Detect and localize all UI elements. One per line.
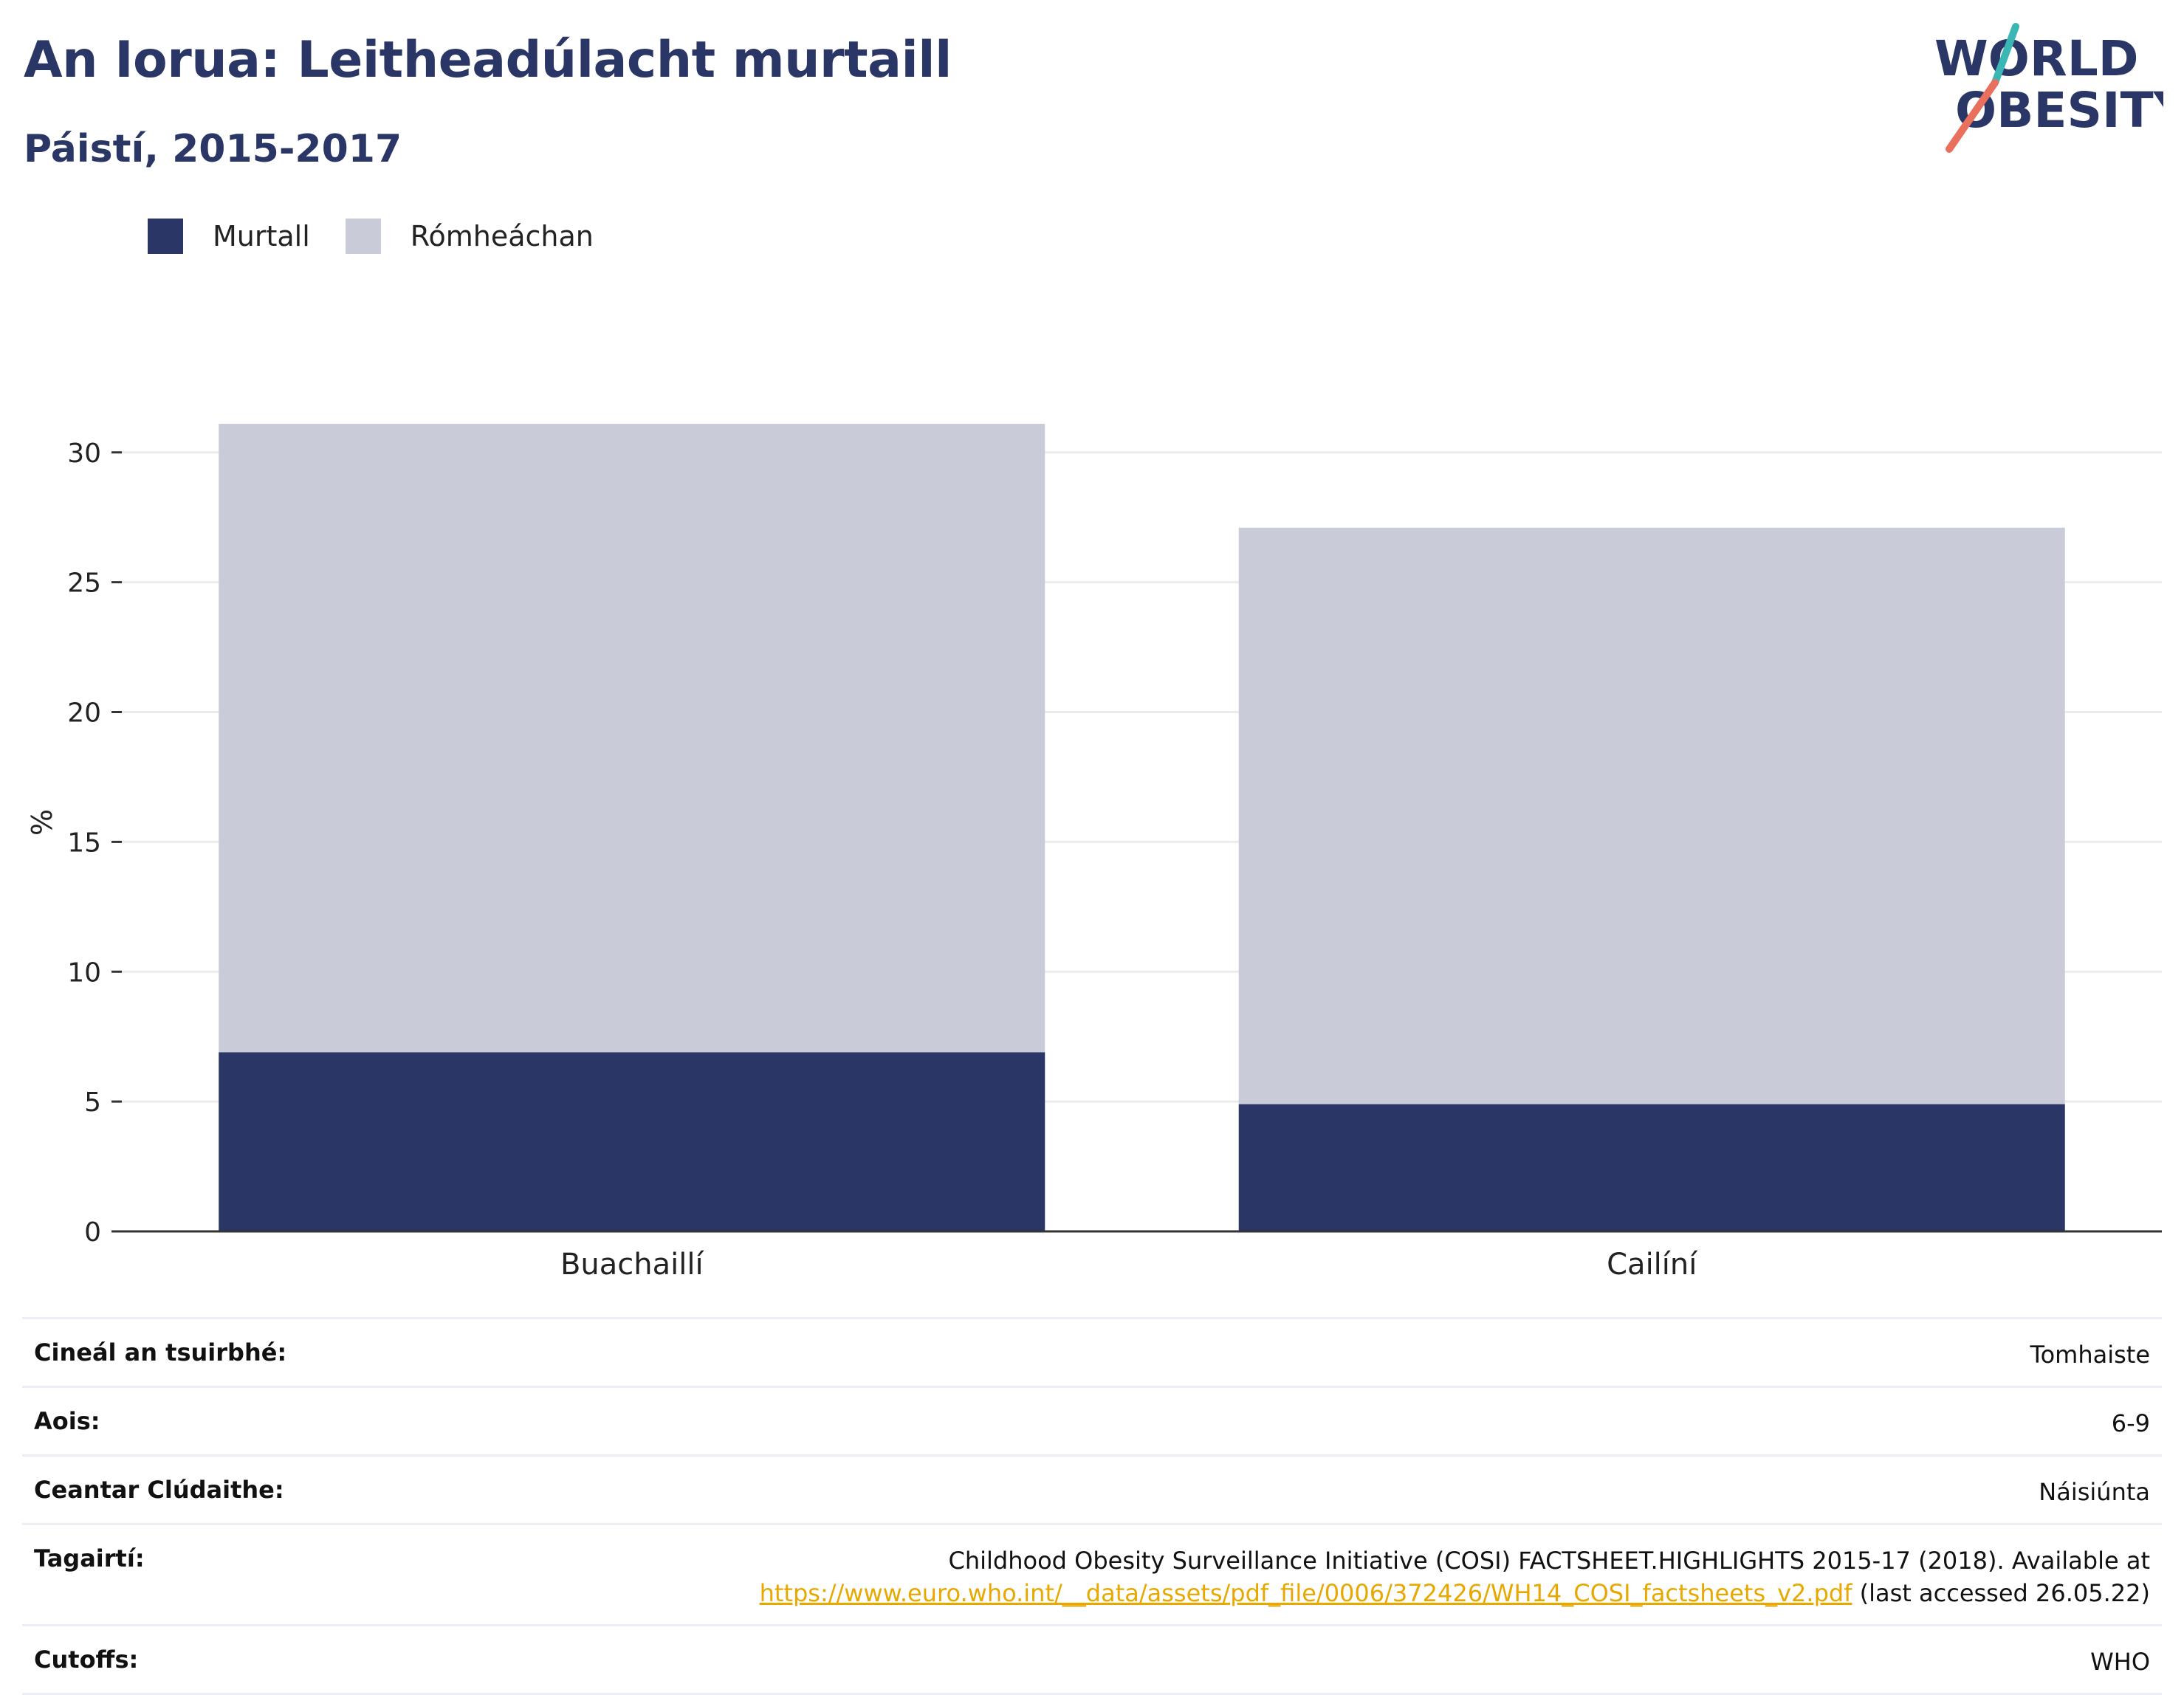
meta-label: Tagairtí: [34,1544,145,1572]
meta-label: Cutoffs: [34,1646,139,1674]
meta-row-coverage: Ceantar Clúdaithe: Náisiúnta [22,1454,2162,1523]
reference-link[interactable]: https://www.euro.who.int/__data/assets/p… [759,1579,1852,1607]
meta-row-age: Aois: 6-9 [22,1386,2162,1454]
y-tick-label: 30 [67,439,101,469]
bar-overweight [1238,527,2065,1104]
meta-value-references: Childhood Obesity Surveillance Initiativ… [760,1544,2150,1609]
meta-label: Aois: [34,1407,100,1435]
chart-legend: Murtall Rómheáchan [148,219,629,254]
y-axis-label: % [26,809,58,836]
reference-text: Childhood Obesity Surveillance Initiativ… [948,1547,2150,1575]
legend-label-overweight: Rómheáchan [410,220,594,252]
bar-overweight [219,424,1045,1053]
meta-row-references: Tagairtí: Childhood Obesity Surveillance… [22,1523,2162,1624]
legend-swatch-overweight [345,219,381,254]
logo-line-1: WORLD [1934,30,2139,87]
y-tick-label: 25 [67,568,101,599]
chart-subtitle: Páistí, 2015-2017 [24,127,402,171]
bar-obese [219,1052,1045,1231]
y-tick-label: 20 [67,698,101,729]
logo-slash-coral [1946,79,1999,153]
meta-value: WHO [2090,1648,2150,1676]
y-tick-label: 15 [67,828,101,858]
meta-value: Náisiúnta [2039,1478,2150,1506]
meta-label: Ceantar Clúdaithe: [34,1476,284,1504]
bar-obese [1238,1104,2065,1231]
survey-info-table: Cineál an tsuirbhé: Tomhaiste Aois: 6-9 … [22,1317,2162,1695]
y-tick-label: 5 [84,1087,101,1118]
meta-label: Cineál an tsuirbhé: [34,1338,287,1366]
legend-label-obese: Murtall [213,220,310,252]
meta-row-survey-type: Cineál an tsuirbhé: Tomhaiste [22,1317,2162,1386]
legend-swatch-obese [148,219,183,254]
legend-item-overweight[interactable]: Rómheáchan [345,219,594,254]
logo-slash-teal [1991,23,2019,86]
reference-accessed: (last accessed 26.05.22) [1852,1579,2150,1607]
meta-value: 6-9 [2111,1409,2150,1437]
legend-item-obese[interactable]: Murtall [148,219,310,254]
stacked-bar-chart: 0 5 10 15 20 25 30% Buachaillí Cailíní [26,424,2162,1282]
x-tick-label: Buachaillí [560,1248,705,1282]
y-tick-label: 0 [84,1217,101,1248]
chart-title: An Iorua: Leitheadúlacht murtaill [24,31,952,89]
meta-value: Tomhaiste [2030,1341,2150,1369]
meta-row-cutoffs: Cutoffs: WHO [22,1624,2162,1695]
world-obesity-logo: WORLD OBESITY [1934,23,2163,153]
y-tick-label: 10 [67,957,101,988]
x-tick-label: Cailíní [1607,1248,1698,1282]
